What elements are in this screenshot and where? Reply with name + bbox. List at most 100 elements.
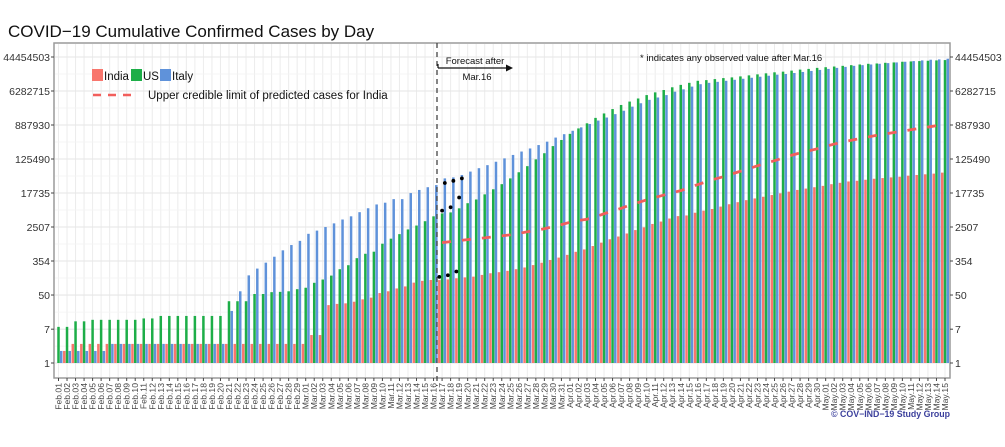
x-tick-label: Apr.30 — [812, 383, 822, 408]
x-tick-label: Mar.05 — [335, 383, 345, 409]
bar-us-Mar.22 — [483, 194, 486, 363]
bar-italy-May.14 — [937, 59, 941, 363]
legend-label-us: US — [143, 71, 159, 83]
observed-point-italy-Mar.17 — [442, 181, 447, 185]
bar-italy-Apr.02 — [579, 127, 583, 364]
bar-us-Feb.28 — [287, 291, 290, 363]
bar-india-Mar.14 — [412, 282, 416, 363]
bar-italy-Mar.23 — [494, 161, 498, 363]
x-tick-label: Mar.28 — [531, 383, 541, 409]
bar-us-Mar.15 — [423, 221, 427, 363]
bar-india-May.13 — [923, 174, 927, 363]
y-tick-label-right: 50 — [955, 290, 967, 302]
bar-us-May.03 — [841, 65, 844, 363]
x-tick-label: Mar.22 — [480, 383, 490, 409]
bar-italy-Mar.15 — [426, 187, 430, 363]
bar-india-Apr.25 — [770, 195, 774, 363]
x-tick-label: Apr.29 — [804, 383, 814, 408]
bar-us-Apr.22 — [747, 75, 751, 363]
bar-us-Mar.03 — [321, 279, 324, 363]
bar-india-Mar.05 — [335, 303, 339, 363]
x-tick-label: May.01 — [821, 383, 831, 411]
bar-italy-Feb.24 — [256, 268, 259, 363]
x-tick-label: Feb.10 — [130, 383, 140, 410]
x-tick-label: Apr.01 — [565, 383, 575, 408]
bar-italy-Mar.19 — [460, 174, 464, 363]
x-tick-label: Feb.06 — [96, 383, 106, 410]
x-tick-label: Apr.18 — [710, 383, 720, 408]
observed-point-india-Mar.19 — [454, 269, 459, 274]
bar-us-Apr.15 — [688, 82, 691, 363]
bar-us-Apr.30 — [815, 67, 819, 364]
bar-india-Mar.12 — [395, 288, 398, 363]
bar-india-Feb.17 — [190, 343, 194, 363]
bar-us-Feb.03 — [74, 321, 77, 363]
bar-us-May.02 — [832, 66, 836, 363]
bar-india-Feb.26 — [267, 343, 271, 363]
bar-us-Apr.16 — [696, 80, 700, 363]
observed-point-us-Mar.17 — [440, 208, 444, 213]
bar-italy-May.01 — [827, 68, 830, 363]
bar-italy-Mar.05 — [341, 219, 344, 363]
bar-us-Feb.17 — [193, 315, 197, 363]
bar-italy-Feb.02 — [68, 350, 72, 363]
bar-italy-Feb.21 — [230, 310, 233, 363]
bar-india-Feb.10 — [131, 343, 134, 363]
x-tick-label: Apr.06 — [608, 383, 618, 408]
bar-us-May.13 — [926, 60, 930, 364]
bar-india-Apr.02 — [574, 251, 577, 363]
observed-point-us-Mar.19 — [457, 195, 462, 200]
bar-italy-Apr.09 — [639, 103, 643, 363]
bar-us-Mar.30 — [551, 146, 555, 363]
y-tick-label-right: 44454503 — [955, 52, 1002, 64]
bar-india-Feb.22 — [233, 343, 237, 363]
bar-us-Apr.03 — [585, 123, 589, 363]
bar-india-Feb.13 — [156, 343, 160, 363]
bar-italy-Mar.21 — [477, 168, 481, 363]
bar-us-Apr.26 — [781, 71, 785, 363]
bar-india-Mar.06 — [344, 303, 347, 363]
x-tick-label: Feb.26 — [267, 383, 277, 410]
bar-italy-Mar.30 — [554, 137, 557, 363]
bar-italy-May.05 — [861, 65, 864, 364]
bar-italy-Apr.04 — [597, 120, 600, 364]
x-tick-label: Mar.09 — [369, 383, 379, 409]
bar-us-Mar.19 — [457, 208, 461, 363]
bar-india-Apr.21 — [736, 202, 739, 363]
bar-india-Apr.01 — [565, 254, 569, 363]
bar-us-Mar.14 — [415, 225, 418, 363]
legend-swatch-us — [131, 69, 142, 81]
bar-us-Mar.02 — [312, 282, 316, 363]
y-tick-label-left: 125490 — [15, 154, 50, 166]
bar-india-Apr.19 — [719, 206, 722, 363]
bar-us-Apr.27 — [790, 70, 793, 363]
chart-title: COVID−19 Cumulative Confirmed Cases by D… — [8, 22, 375, 41]
bar-us-Apr.28 — [798, 69, 802, 364]
observed-point-italy-Mar.18 — [451, 178, 456, 183]
x-tick-label: Apr.09 — [633, 383, 643, 408]
x-tick-label: Apr.04 — [591, 383, 601, 408]
x-tick-label: Mar.10 — [377, 383, 387, 409]
bar-us-Feb.22 — [236, 301, 239, 363]
bar-italy-Mar.20 — [469, 171, 472, 363]
x-tick-label: Mar.24 — [497, 383, 507, 409]
legend-label-italy: Italy — [172, 71, 193, 83]
bar-us-Feb.23 — [244, 301, 248, 363]
bar-india-Apr.28 — [796, 189, 799, 363]
bar-india-Feb.11 — [139, 343, 143, 363]
bar-india-Feb.12 — [148, 343, 151, 363]
legend-swatch-india — [92, 69, 103, 81]
bar-india-Mar.01 — [301, 343, 305, 363]
bar-italy-Mar.16 — [435, 185, 438, 363]
forecast-annotation: Forecast after Mar.16 — [437, 56, 513, 83]
bar-india-Apr.06 — [608, 239, 612, 363]
bar-us-May.04 — [849, 65, 853, 364]
bar-italy-Feb.28 — [290, 245, 293, 363]
bar-italy-Feb.07 — [111, 343, 114, 363]
bar-us-Mar.17 — [440, 213, 444, 363]
bar-india-Feb.28 — [284, 343, 288, 363]
x-tick-label: Feb.08 — [113, 383, 123, 410]
x-tick-label: Apr.22 — [744, 383, 754, 408]
x-tick-label: Apr.23 — [752, 383, 762, 408]
x-tick-label: Apr.13 — [667, 383, 677, 408]
